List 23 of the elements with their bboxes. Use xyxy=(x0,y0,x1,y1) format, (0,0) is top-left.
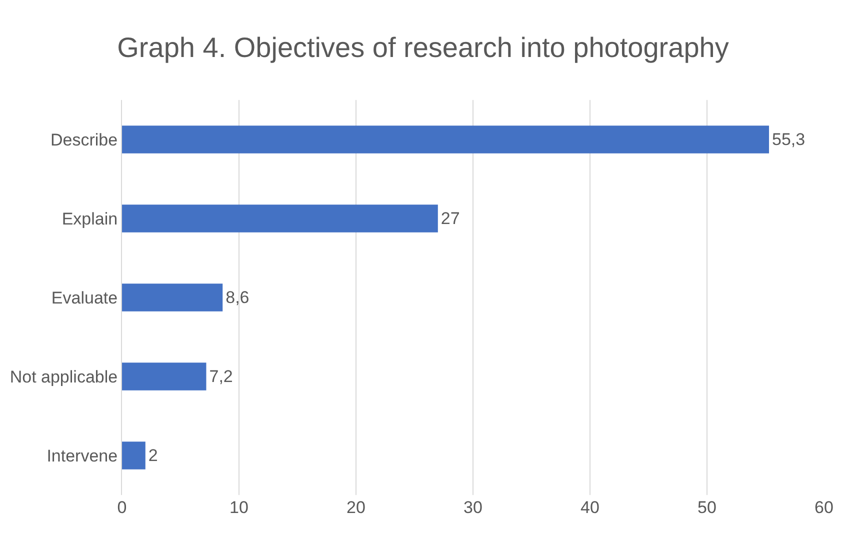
y-tick-label: Not applicable xyxy=(10,367,118,386)
data-label: 2 xyxy=(148,446,158,466)
bar xyxy=(122,204,438,232)
bar xyxy=(122,362,206,390)
data-label: 27 xyxy=(440,209,460,228)
x-tick-label: 30 xyxy=(464,498,482,517)
x-tick-label: 50 xyxy=(698,498,716,517)
x-tick-label: 0 xyxy=(117,498,127,517)
data-label: 7,2 xyxy=(209,367,233,386)
chart-title: Graph 4. Objectives of research into photography xyxy=(117,32,729,64)
x-tick-label: 60 xyxy=(814,498,834,517)
x-tick-label: 40 xyxy=(580,498,600,517)
x-tick-label: 20 xyxy=(346,498,366,517)
y-tick-label: Intervene xyxy=(46,446,118,466)
x-tick-label: 10 xyxy=(230,498,248,517)
data-label: 8,6 xyxy=(226,288,250,308)
bar xyxy=(122,284,223,312)
y-tick-label: Evaluate xyxy=(51,288,118,308)
bar xyxy=(122,126,770,154)
y-tick-label: Explain xyxy=(62,209,118,228)
bar xyxy=(122,442,146,470)
data-label: 55,3 xyxy=(772,130,806,150)
y-tick-label: Describe xyxy=(50,130,118,150)
